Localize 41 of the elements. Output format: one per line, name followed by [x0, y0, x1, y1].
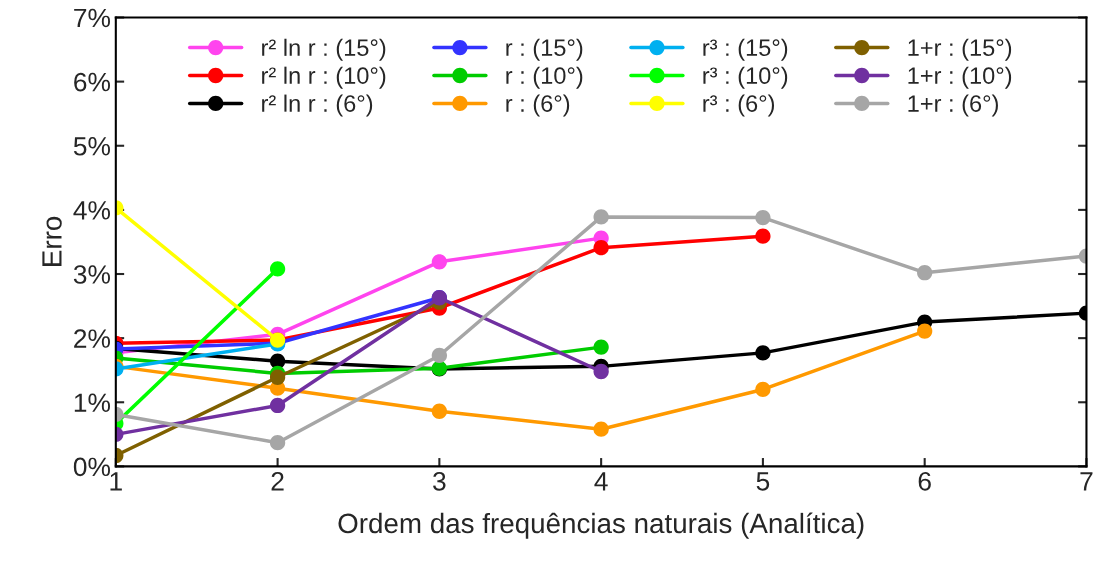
legend-label: r : (15°) [506, 38, 583, 61]
x-tick-label: 4 [594, 472, 608, 491]
x-tick-label: 7 [1080, 472, 1093, 491]
y-tick-label: 6% [74, 72, 111, 92]
y-tick-label: 2% [74, 329, 111, 348]
point [755, 228, 771, 244]
point [593, 421, 609, 437]
legend-label: 1+r : (10°) [908, 66, 1012, 89]
y-tick-label: 5% [73, 137, 111, 156]
x-tick-label: 5 [756, 472, 770, 491]
x-tick-label: 3 [433, 471, 446, 491]
legend-label: r : (10°) [506, 66, 583, 89]
x-tick-label: 6 [918, 471, 931, 491]
y-tick-label: 7% [74, 8, 111, 28]
legend-label: 1+r : (6°) [908, 94, 998, 117]
y-tick-label: 3% [73, 265, 111, 284]
legend-label: r³ : (10°) [703, 66, 788, 89]
legend-label: r² ln r : (6°) [262, 94, 373, 117]
legend-label: r : (6°) [506, 94, 570, 117]
point [431, 403, 447, 419]
point [593, 363, 609, 380]
legend-label: r³ : (6°) [703, 94, 775, 117]
x-tick-label: 2 [271, 471, 284, 491]
y-tick-label: 1% [74, 393, 111, 412]
point [431, 254, 447, 270]
y-axis-title: Erro [42, 216, 62, 266]
point [755, 381, 771, 398]
x-axis-title: Ordem das frequências naturais (Analítica) [338, 512, 864, 539]
y-tick-label: 4% [73, 201, 111, 220]
point [755, 209, 771, 226]
legend-label: r² ln r : (15°) [262, 38, 386, 61]
legend-label: r³ : (15°) [703, 38, 788, 61]
legend-label: r² ln r : (10°) [262, 66, 386, 89]
x-tick-label: 1 [110, 472, 122, 491]
point [593, 339, 609, 355]
y-tick-label: 0% [73, 457, 111, 477]
legend-label: 1+r : (15°) [908, 38, 1012, 61]
point [593, 209, 609, 225]
point [593, 240, 609, 256]
point [431, 347, 447, 364]
point [755, 345, 771, 361]
